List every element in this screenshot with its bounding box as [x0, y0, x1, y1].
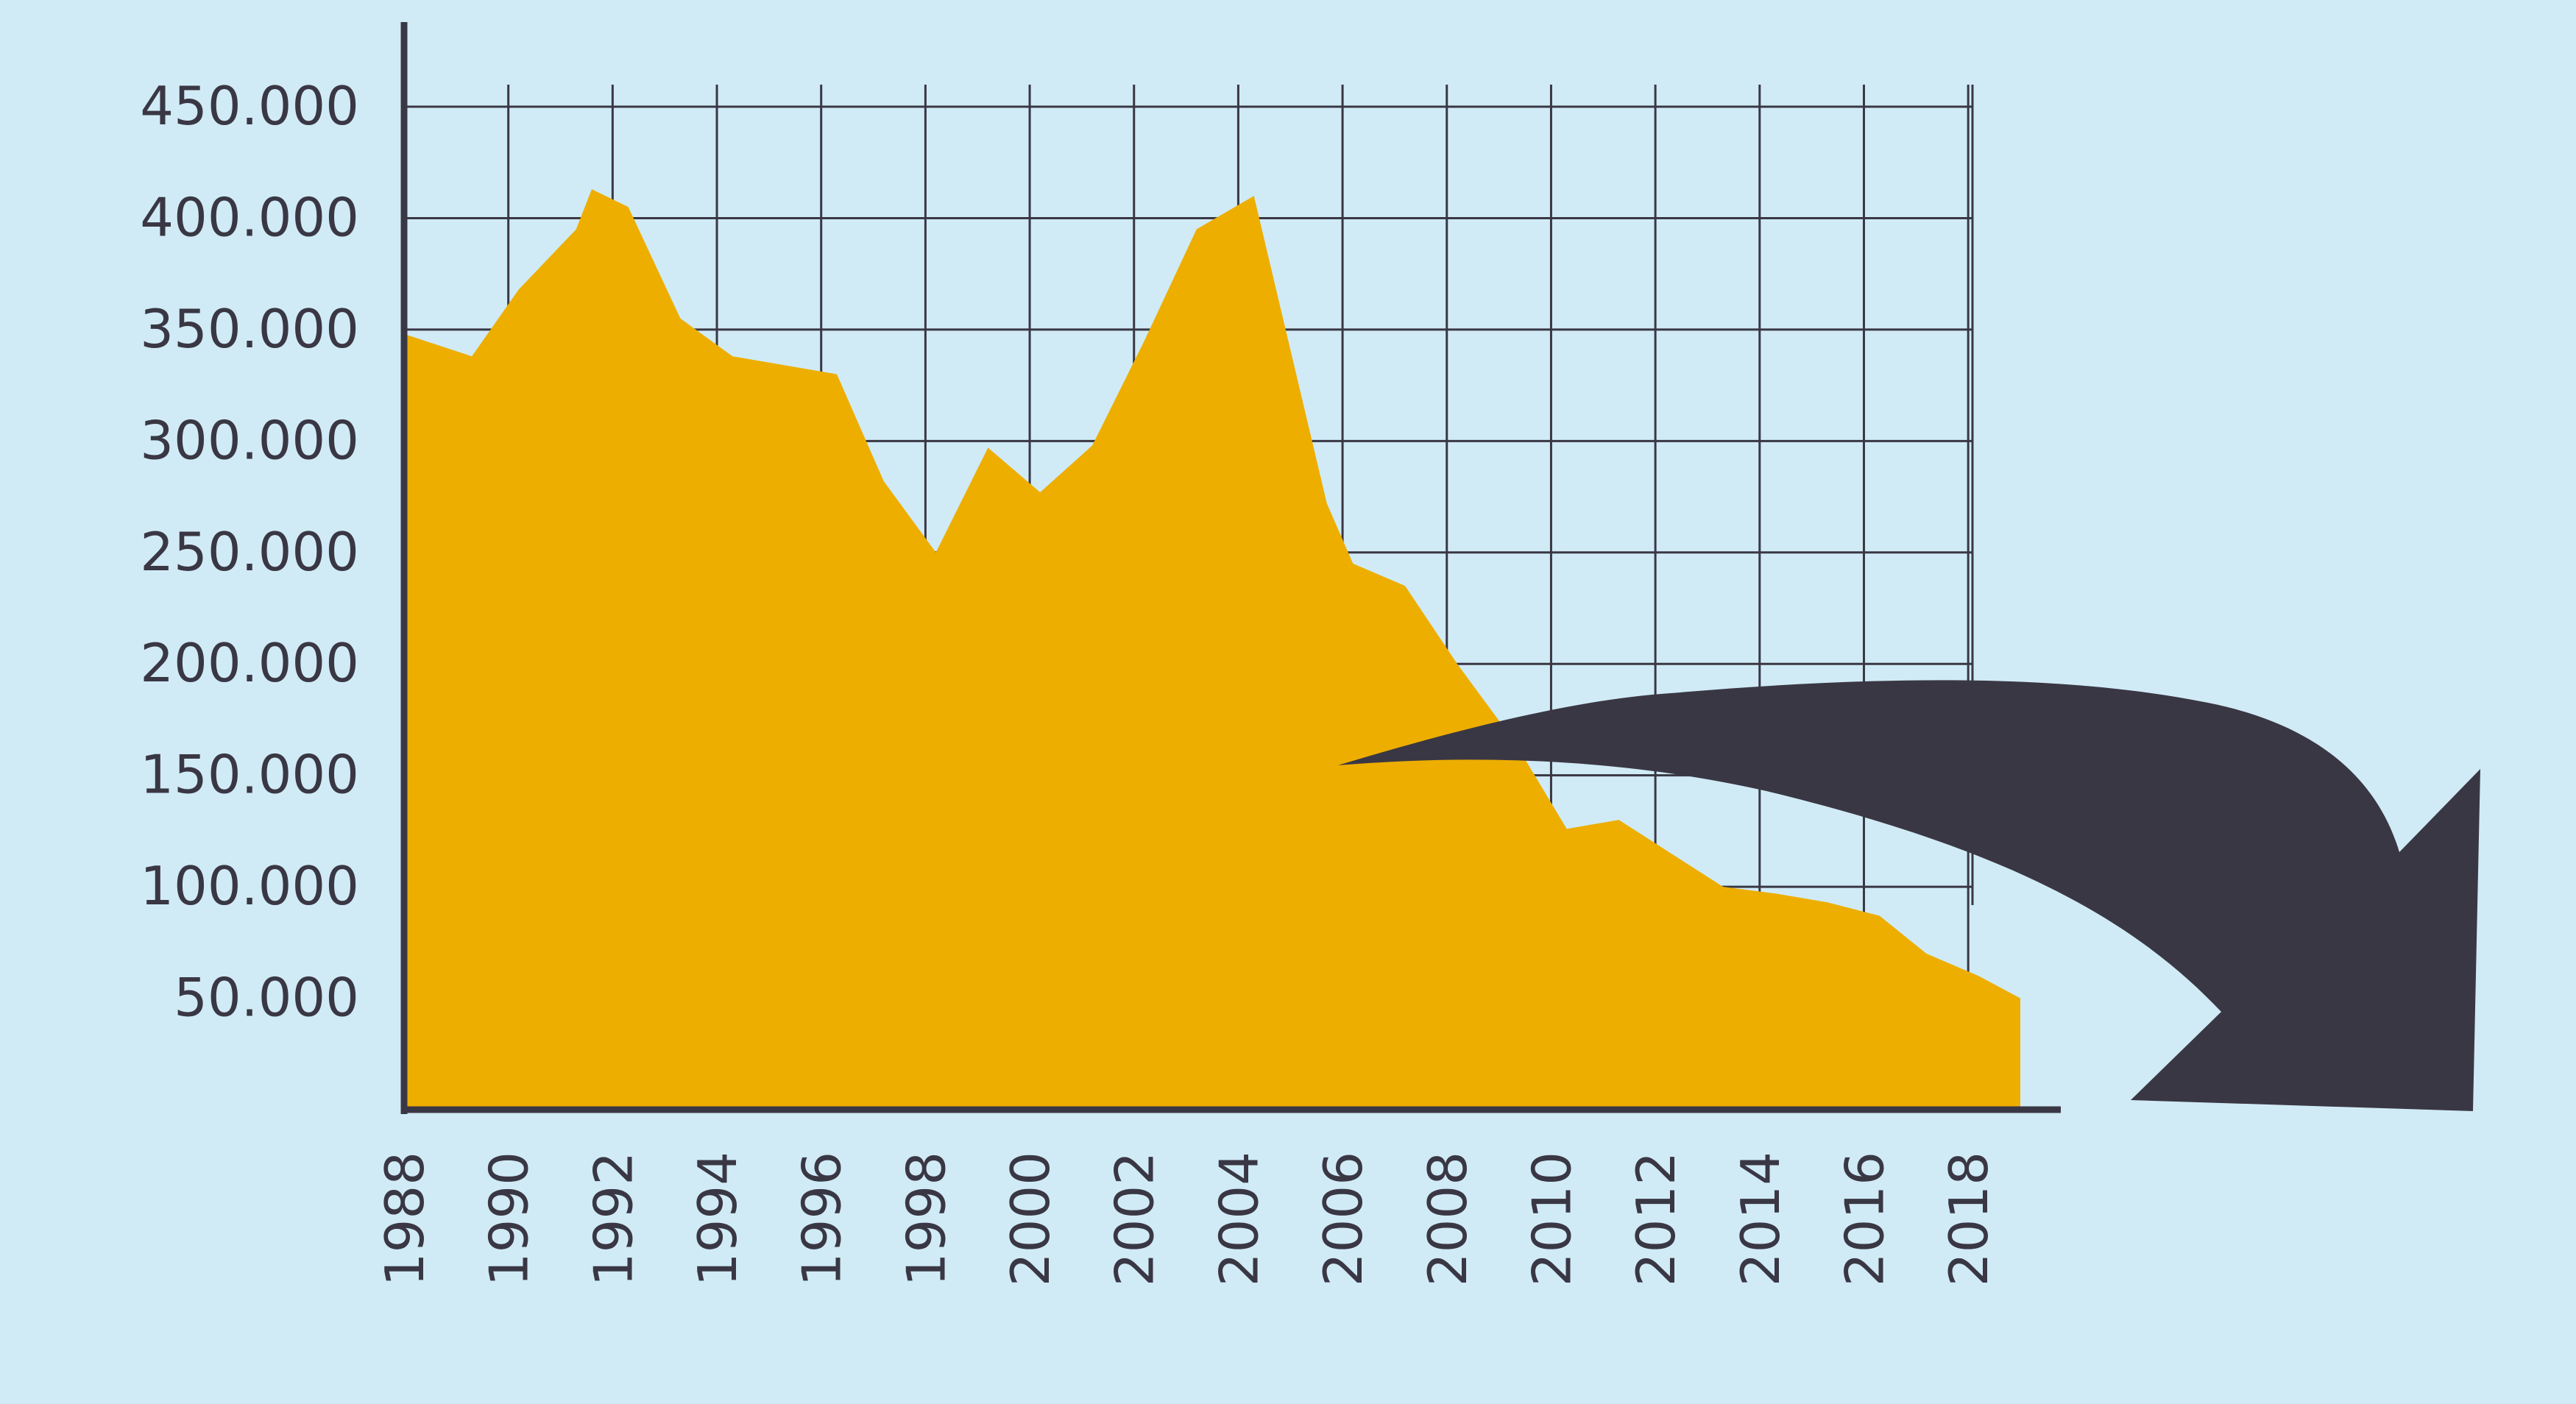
area-series — [404, 189, 2020, 1110]
y-tick-label: 400.000 — [140, 186, 359, 248]
x-axis-tick-labels: 1988 1990 1992 1994 1996 1998 2000 2002 2004 2006… — [374, 1152, 2000, 1286]
y-tick-label: 250.000 — [140, 521, 359, 583]
y-axis-tick-labels: 50.000 100.000 150.000 200.000 250.000 300.00… — [140, 75, 359, 1029]
x-tick-label: 1992 — [582, 1152, 644, 1286]
x-tick-label: 2012 — [1625, 1152, 1687, 1286]
x-tick-label: 1996 — [791, 1152, 853, 1286]
x-tick-label: 2018 — [1938, 1152, 2000, 1286]
x-tick-label: 2014 — [1730, 1152, 1791, 1286]
x-tick-label: 1988 — [374, 1152, 436, 1286]
curved-down-arrow-icon — [1338, 680, 2480, 1111]
x-tick-label: 2008 — [1417, 1152, 1479, 1286]
x-tick-label: 2010 — [1521, 1152, 1582, 1286]
x-tick-label: 2004 — [1208, 1152, 1270, 1286]
axes — [400, 22, 2061, 1114]
y-tick-label: 300.000 — [140, 409, 359, 471]
x-tick-label: 2002 — [1104, 1152, 1166, 1286]
area-fill — [404, 189, 2020, 1110]
x-tick-label: 2006 — [1312, 1152, 1374, 1286]
x-tick-label: 1994 — [687, 1152, 749, 1286]
y-tick-label: 150.000 — [140, 744, 359, 806]
x-tick-label: 2000 — [999, 1152, 1061, 1286]
y-tick-label: 100.000 — [140, 855, 359, 917]
y-tick-label: 350.000 — [140, 298, 359, 360]
y-tick-label: 50.000 — [174, 967, 359, 1029]
x-tick-label: 2016 — [1833, 1152, 1895, 1286]
y-tick-label: 200.000 — [140, 632, 359, 694]
y-tick-label: 450.000 — [140, 75, 359, 137]
x-tick-label: 1990 — [478, 1152, 540, 1286]
x-tick-label: 1998 — [895, 1152, 957, 1286]
